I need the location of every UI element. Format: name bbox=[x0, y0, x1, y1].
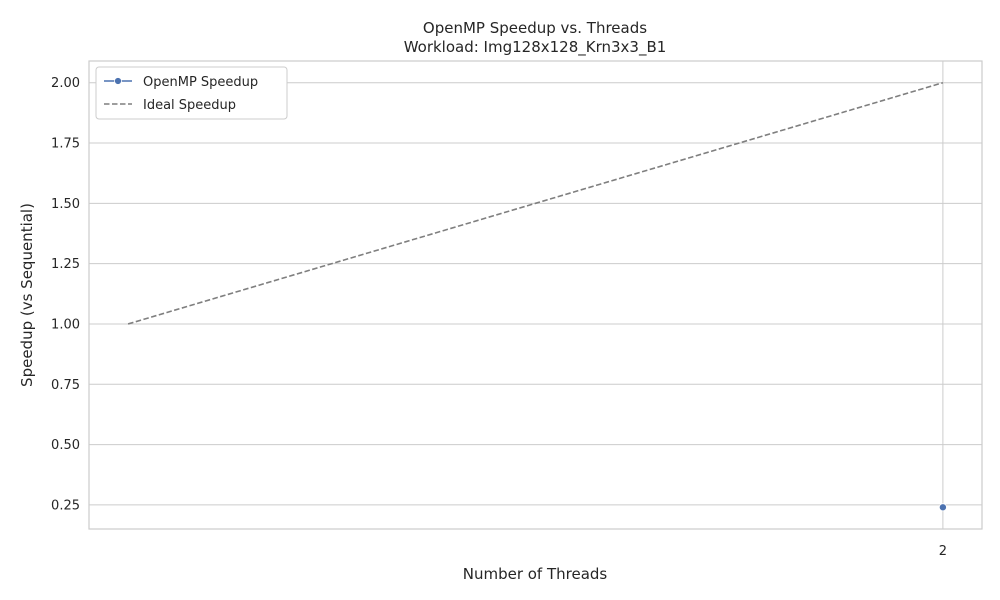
series-layer bbox=[127, 81, 947, 512]
legend: OpenMP Speedup Ideal Speedup bbox=[95, 66, 288, 120]
y-axis-label: Speedup (vs Sequential) bbox=[18, 203, 36, 387]
x-tick-label: 2 bbox=[939, 544, 947, 559]
y-tick-label: 1.50 bbox=[51, 197, 80, 212]
y-tick-label: 0.75 bbox=[51, 378, 80, 393]
legend-box bbox=[95, 66, 288, 120]
y-tick-label: 0.50 bbox=[51, 438, 80, 453]
y-tick-label: 0.25 bbox=[51, 498, 80, 513]
ideal-speedup-line bbox=[127, 81, 944, 325]
y-tick-label: 1.75 bbox=[51, 137, 80, 152]
tick-labels: 0.25 0.50 0.75 1.00 1.25 1.50 1.75 2.00 2 bbox=[51, 76, 947, 559]
y-tick-label: 1.25 bbox=[51, 257, 80, 272]
grid bbox=[89, 61, 982, 529]
legend-ideal-label: Ideal Speedup bbox=[143, 98, 236, 113]
plot-frame bbox=[88, 60, 983, 530]
y-tick-label: 2.00 bbox=[51, 76, 80, 91]
legend-openmp-marker bbox=[114, 77, 122, 85]
openmp-speedup-point bbox=[938, 503, 947, 512]
legend-openmp-label: OpenMP Speedup bbox=[143, 75, 258, 90]
x-axis-label: Number of Threads bbox=[463, 565, 608, 583]
y-tick-label: 1.00 bbox=[51, 317, 80, 332]
chart-title: OpenMP Speedup vs. Threads bbox=[423, 19, 647, 37]
chart-subtitle: Workload: Img128x128_Krn3x3_B1 bbox=[404, 38, 667, 57]
